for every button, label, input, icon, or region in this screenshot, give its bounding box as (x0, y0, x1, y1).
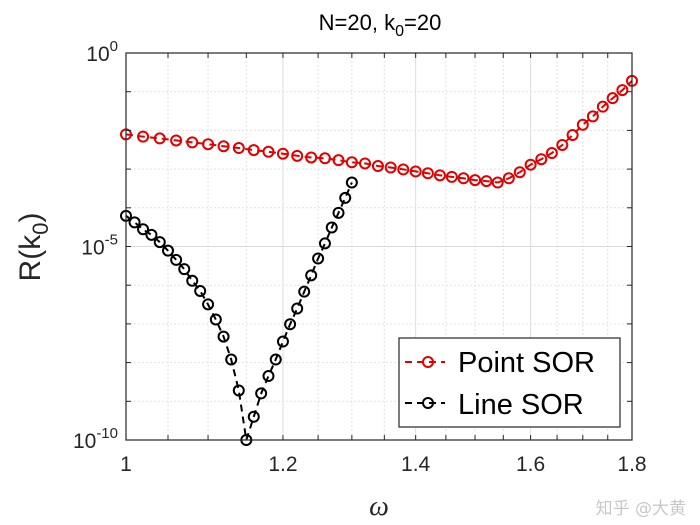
x-tick-label: 1.2 (268, 453, 297, 476)
data-point-point-sor (586, 110, 599, 123)
data-point-point-sor (535, 153, 548, 166)
data-point-point-sor (513, 166, 526, 179)
data-point-point-sor (469, 174, 482, 187)
data-point-point-sor (153, 132, 166, 145)
series-layer (120, 74, 638, 446)
data-point-point-sor (566, 129, 579, 142)
data-point-point-sor (384, 161, 397, 174)
data-point-line-sor (153, 236, 166, 249)
data-point-line-sor (298, 285, 311, 298)
data-point-point-sor (318, 152, 331, 165)
data-point-point-sor (247, 144, 260, 157)
data-point-line-sor (262, 370, 275, 383)
data-point-point-sor (606, 92, 619, 105)
series-line-point-sor (125, 80, 633, 184)
data-point-line-sor (291, 302, 304, 315)
data-point-line-sor (339, 191, 352, 204)
data-point-line-sor (225, 353, 238, 366)
series-line-line-sor (125, 182, 353, 441)
y-tick-label: 100 (86, 38, 118, 66)
data-point-point-sor (480, 175, 493, 188)
watermark: 知乎 @大黄 (595, 499, 686, 519)
data-point-line-sor (217, 330, 230, 343)
legend-marker-line-sor (422, 397, 434, 409)
data-point-point-sor (596, 100, 609, 113)
data-point-point-sor (545, 147, 558, 160)
data-point-line-sor (162, 244, 175, 257)
data-point-point-sor (576, 118, 589, 131)
data-point-line-sor (318, 237, 331, 250)
data-point-line-sor (312, 252, 325, 265)
data-point-point-sor (345, 156, 358, 169)
x-axis-label: ω (369, 491, 389, 522)
data-point-line-sor (232, 384, 245, 397)
data-point-point-sor (502, 172, 515, 185)
data-point-point-sor (433, 169, 446, 182)
y-axis-label: R(k0) (14, 213, 53, 282)
data-point-line-sor (186, 274, 199, 287)
data-point-point-sor (524, 158, 537, 171)
legend-marker-point-sor (422, 356, 434, 368)
legend: Point SOR Line SOR (398, 337, 621, 428)
data-point-line-sor (269, 353, 282, 366)
data-point-point-sor (232, 142, 245, 155)
data-point-line-sor (178, 263, 191, 276)
data-point-point-sor (457, 172, 470, 185)
x-tick-label: 1.8 (617, 453, 646, 476)
data-point-point-sor (359, 157, 372, 170)
data-point-line-sor (276, 335, 289, 348)
data-point-point-sor (397, 163, 410, 176)
data-point-point-sor (491, 176, 504, 189)
data-point-point-sor (305, 151, 318, 164)
data-point-line-sor (305, 269, 318, 282)
data-point-point-sor (186, 136, 199, 149)
data-point-point-sor (291, 149, 304, 162)
chart-title: N=20, k0=20 (319, 10, 442, 40)
legend-item-line-sor: Line SOR (405, 389, 584, 421)
data-point-point-sor (616, 84, 629, 97)
data-point-point-sor (276, 147, 289, 160)
data-point-point-sor (262, 145, 275, 158)
legend-label-point-sor: Point SOR (458, 347, 595, 379)
data-point-line-sor (137, 223, 150, 236)
data-point-line-sor (284, 318, 297, 331)
data-point-line-sor (209, 313, 222, 326)
data-point-point-sor (137, 130, 150, 143)
ticks: 1 1.2 1.4 1.6 1.8 100 10-5 10-10 (73, 38, 647, 476)
legend-item-point-sor: Point SOR (405, 347, 595, 379)
data-point-point-sor (556, 138, 569, 151)
data-point-line-sor (145, 228, 158, 241)
x-tick-label: 1.6 (516, 453, 545, 476)
data-point-point-sor (202, 138, 215, 151)
data-point-point-sor (217, 140, 230, 153)
data-point-line-sor (332, 206, 345, 219)
data-point-line-sor (202, 298, 215, 311)
data-point-line-sor (247, 410, 260, 423)
data-point-line-sor (325, 221, 338, 234)
data-point-point-sor (445, 170, 458, 183)
data-point-point-sor (332, 154, 345, 167)
data-point-line-sor (345, 176, 358, 189)
y-tick-label: 10-10 (73, 425, 118, 453)
y-tick-label: 10-5 (81, 232, 118, 260)
data-point-point-sor (371, 160, 384, 173)
data-point-point-sor (421, 167, 434, 180)
data-point-line-sor (170, 253, 183, 266)
x-tick-label: 1.4 (401, 453, 431, 476)
data-point-line-sor (194, 284, 207, 297)
data-point-line-sor (255, 387, 268, 400)
data-point-point-sor (409, 165, 422, 178)
legend-label-line-sor: Line SOR (458, 389, 584, 421)
x-tick-label: 1 (120, 453, 132, 476)
data-point-point-sor (170, 134, 183, 147)
data-point-line-sor (128, 216, 141, 229)
legend-box (398, 337, 621, 428)
